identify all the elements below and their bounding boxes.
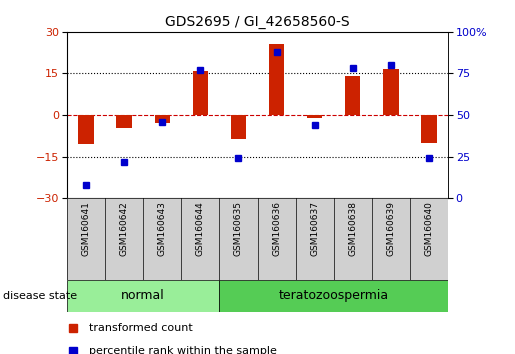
Text: GSM160642: GSM160642 xyxy=(119,201,129,256)
Text: GSM160635: GSM160635 xyxy=(234,201,243,257)
Title: GDS2695 / GI_42658560-S: GDS2695 / GI_42658560-S xyxy=(165,16,350,29)
Bar xyxy=(345,76,360,115)
Bar xyxy=(78,115,94,144)
Bar xyxy=(219,280,448,312)
Text: GSM160641: GSM160641 xyxy=(81,201,91,256)
Bar xyxy=(383,69,399,115)
Bar xyxy=(67,280,219,312)
Text: disease state: disease state xyxy=(3,291,77,301)
Text: GSM160644: GSM160644 xyxy=(196,201,205,256)
Text: GSM160643: GSM160643 xyxy=(158,201,167,256)
Bar xyxy=(269,44,284,115)
Text: percentile rank within the sample: percentile rank within the sample xyxy=(89,346,277,354)
Text: teratozoospermia: teratozoospermia xyxy=(279,289,389,302)
Bar xyxy=(307,115,322,118)
Text: GSM160638: GSM160638 xyxy=(348,201,357,257)
Text: GSM160636: GSM160636 xyxy=(272,201,281,257)
Text: GSM160639: GSM160639 xyxy=(386,201,396,257)
Bar xyxy=(193,71,208,115)
Text: GSM160640: GSM160640 xyxy=(424,201,434,256)
Bar xyxy=(421,115,437,143)
Bar xyxy=(231,115,246,139)
Text: GSM160637: GSM160637 xyxy=(310,201,319,257)
Bar xyxy=(116,115,132,127)
Text: transformed count: transformed count xyxy=(89,323,193,333)
Bar xyxy=(154,115,170,124)
Text: normal: normal xyxy=(122,289,165,302)
